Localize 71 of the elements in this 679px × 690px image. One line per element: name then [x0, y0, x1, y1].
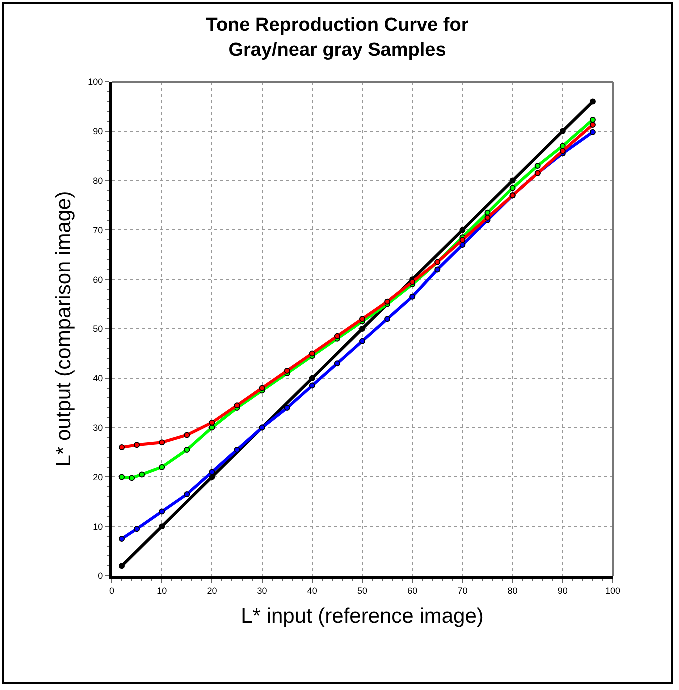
- x-tick-label: 50: [357, 586, 368, 596]
- point: [484, 214, 491, 221]
- point: [510, 178, 516, 184]
- point: [259, 385, 266, 392]
- y-tick-label: 50: [93, 324, 104, 334]
- x-tick-label: 40: [307, 586, 318, 596]
- point: [134, 526, 140, 532]
- point: [134, 442, 140, 448]
- point: [209, 420, 216, 426]
- point: [410, 279, 416, 286]
- x-tick-label: 0: [109, 586, 115, 596]
- point: [590, 129, 596, 136]
- point: [384, 298, 391, 305]
- x-tick-label: 100: [605, 586, 621, 596]
- point: [534, 162, 541, 169]
- y-tick-label: 90: [93, 126, 104, 137]
- y-axis-title: L* output (comparison image): [52, 191, 76, 467]
- point: [560, 148, 566, 154]
- point: [284, 368, 290, 374]
- point: [234, 447, 240, 454]
- y-tick-label: 60: [93, 274, 104, 285]
- point: [284, 405, 290, 412]
- x-tick-label: 70: [458, 586, 468, 596]
- point: [234, 402, 240, 409]
- point: [184, 491, 190, 498]
- point: [209, 469, 216, 476]
- x-axis-title: L* input (reference image): [241, 605, 484, 628]
- point: [590, 98, 596, 105]
- point: [460, 227, 466, 234]
- point: [159, 464, 166, 470]
- x-tick-label: 20: [207, 586, 218, 596]
- y-tick-label: 10: [93, 522, 104, 532]
- point: [184, 432, 190, 438]
- point: [334, 360, 340, 367]
- point: [360, 326, 366, 332]
- point: [119, 536, 126, 542]
- y-tick-label: 40: [93, 374, 104, 384]
- point: [209, 424, 216, 431]
- x-tick-label: 30: [257, 586, 268, 596]
- point: [510, 185, 516, 192]
- point: [384, 316, 391, 322]
- x-tick-label: 90: [558, 586, 568, 596]
- point: [119, 444, 126, 451]
- y-tick-label: 100: [88, 77, 104, 88]
- point: [560, 128, 566, 134]
- point: [309, 382, 316, 389]
- point: [159, 440, 166, 446]
- point: [360, 316, 366, 322]
- x-tick-label: 10: [157, 586, 168, 596]
- chart-title: Tone Reproduction Curve for Gray/near gray Samples: [206, 15, 470, 61]
- y-tick-label: 70: [93, 225, 104, 236]
- y-tick-label: 20: [93, 472, 104, 482]
- point: [410, 294, 416, 300]
- x-tick-label: 60: [408, 586, 418, 596]
- y-tick-label: 80: [93, 176, 104, 186]
- point: [159, 508, 166, 515]
- point: [309, 375, 316, 382]
- y-tick-label: 30: [93, 422, 104, 433]
- point: [360, 338, 366, 344]
- point: [159, 524, 166, 530]
- point: [184, 447, 190, 454]
- point: [309, 350, 316, 357]
- point: [129, 475, 136, 482]
- point: [460, 237, 466, 244]
- point: [434, 266, 441, 273]
- y-tick-label: 0: [98, 571, 104, 582]
- point: [334, 333, 340, 340]
- point: [139, 472, 146, 478]
- x-tick-label: 80: [508, 586, 518, 596]
- point: [119, 474, 126, 480]
- point: [119, 563, 126, 570]
